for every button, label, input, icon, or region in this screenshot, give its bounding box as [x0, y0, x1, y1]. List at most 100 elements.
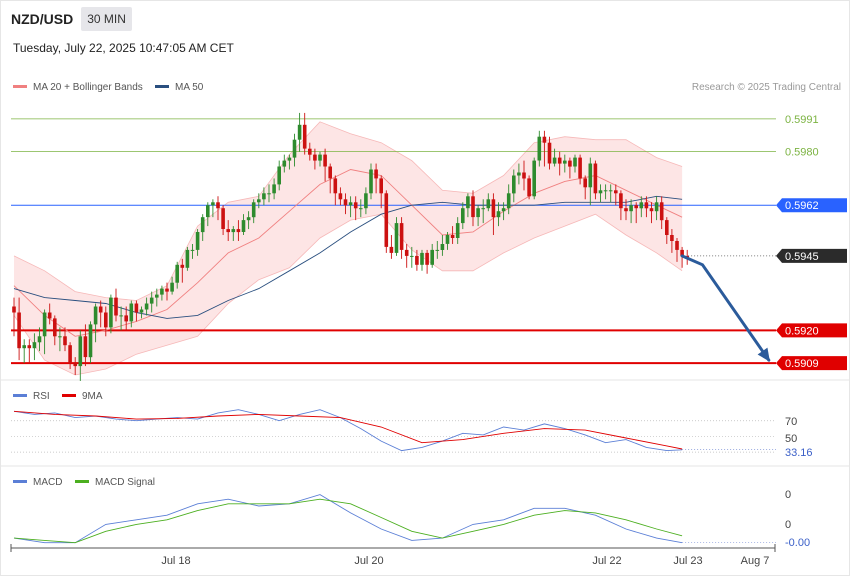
- level-price-label: 0.5962: [785, 200, 819, 212]
- candle-body: [568, 160, 572, 167]
- candle-body: [583, 178, 587, 188]
- candle-body: [517, 172, 521, 176]
- level-price-tag: [776, 323, 847, 338]
- macd-tick-lower: 0: [785, 519, 791, 531]
- candle-body: [226, 229, 230, 233]
- candle-body: [359, 208, 363, 210]
- candle-body: [109, 297, 113, 328]
- macd-panel: [13, 494, 776, 544]
- candle-body: [425, 252, 429, 265]
- candle-body: [603, 190, 608, 192]
- candle-body: [379, 178, 383, 194]
- candle-body: [573, 157, 577, 167]
- candle-body: [27, 345, 32, 349]
- candle-body: [124, 315, 128, 322]
- rsi-legend: RSI 9MA: [13, 391, 103, 402]
- candle-body: [328, 166, 332, 179]
- candle-body: [496, 211, 501, 218]
- level-price-label: 0.5991: [785, 114, 819, 126]
- legend-swatch-macd-signal: [75, 480, 89, 483]
- macd-signal-line: [13, 498, 683, 544]
- candle-body: [399, 223, 404, 250]
- candle-body: [323, 154, 327, 167]
- candle-body: [588, 163, 593, 188]
- x-tick-label: Jul 23: [673, 555, 702, 567]
- candle-body: [593, 163, 598, 194]
- candle-body: [644, 202, 649, 209]
- rsi-tick-70: 70: [785, 416, 797, 428]
- legend-label-ma20: MA 20 + Bollinger Bands: [33, 82, 143, 93]
- candle-body: [17, 312, 21, 349]
- candle-body: [297, 124, 302, 140]
- candle-body: [353, 202, 358, 209]
- candle-body: [313, 154, 317, 161]
- candle-body: [369, 169, 373, 194]
- candle-body: [649, 208, 654, 212]
- level-price-tag: [776, 356, 847, 371]
- candle-body: [491, 199, 496, 218]
- candle-body: [624, 208, 628, 212]
- candle-body: [440, 244, 445, 250]
- candle-body: [374, 169, 378, 179]
- timeframe-badge[interactable]: 30 MIN: [81, 7, 132, 31]
- candle-body: [190, 249, 195, 251]
- candle-body: [272, 184, 276, 194]
- candle-body: [37, 336, 42, 343]
- level-price-label: 0.5945: [785, 251, 819, 263]
- candle-body: [221, 208, 225, 229]
- candle-body: [211, 202, 215, 206]
- legend-label-9ma: 9MA: [82, 391, 103, 402]
- rsi-tick-50: 50: [785, 433, 797, 445]
- candle-body: [629, 205, 633, 212]
- title-row: NZD/USD 30 MIN: [11, 7, 132, 31]
- candle-body: [216, 202, 220, 209]
- candle-body: [287, 157, 292, 161]
- legend-swatch-macd: [13, 480, 27, 483]
- candle-body: [364, 193, 368, 209]
- candle-body: [634, 205, 638, 209]
- candle-body: [598, 190, 603, 194]
- candle-body: [389, 246, 394, 253]
- candle-body: [180, 264, 185, 268]
- candle-body: [83, 336, 88, 358]
- candle-body: [675, 241, 679, 250]
- candle-body: [410, 255, 414, 257]
- legend-swatch-9ma: [62, 394, 76, 397]
- x-axis: Jul 18 Jul 20 Jul 22 Jul 23 Aug 7: [10, 544, 776, 567]
- level-price-label: 0.5909: [785, 358, 819, 370]
- candle-body: [455, 223, 460, 238]
- candle-body: [134, 303, 139, 313]
- candle-body: [537, 136, 542, 161]
- candle-body: [450, 235, 455, 238]
- candle-body: [552, 157, 557, 164]
- candle-body: [415, 255, 419, 265]
- legend-label-macd: MACD: [33, 477, 62, 488]
- candle-body: [348, 202, 353, 206]
- rsi-9ma-line: [13, 410, 683, 450]
- candle-body: [542, 136, 547, 143]
- candle-body: [47, 312, 52, 319]
- x-tick-label: Jul 20: [354, 555, 383, 567]
- legend-swatch-rsi: [13, 394, 27, 397]
- candle-body: [155, 294, 159, 298]
- candle-body: [476, 208, 480, 218]
- candle-body: [175, 264, 179, 283]
- candle-body: [58, 336, 62, 338]
- legend-swatch-ma20: [13, 85, 27, 88]
- macd-legend: MACD MACD Signal: [13, 477, 155, 488]
- candle-body: [665, 220, 669, 235]
- candle-body: [466, 196, 470, 209]
- candle-body: [654, 202, 659, 212]
- legend-swatch-ma50: [155, 85, 169, 88]
- candle-body: [73, 363, 77, 367]
- candle-body: [614, 190, 618, 194]
- candle-body: [165, 288, 169, 292]
- candle-body: [333, 178, 338, 194]
- candle-body: [241, 220, 246, 232]
- candle-body: [206, 205, 210, 218]
- candle-body: [42, 312, 47, 337]
- candle-body: [619, 193, 623, 209]
- candle-body: [308, 148, 312, 155]
- candle-body: [282, 160, 287, 167]
